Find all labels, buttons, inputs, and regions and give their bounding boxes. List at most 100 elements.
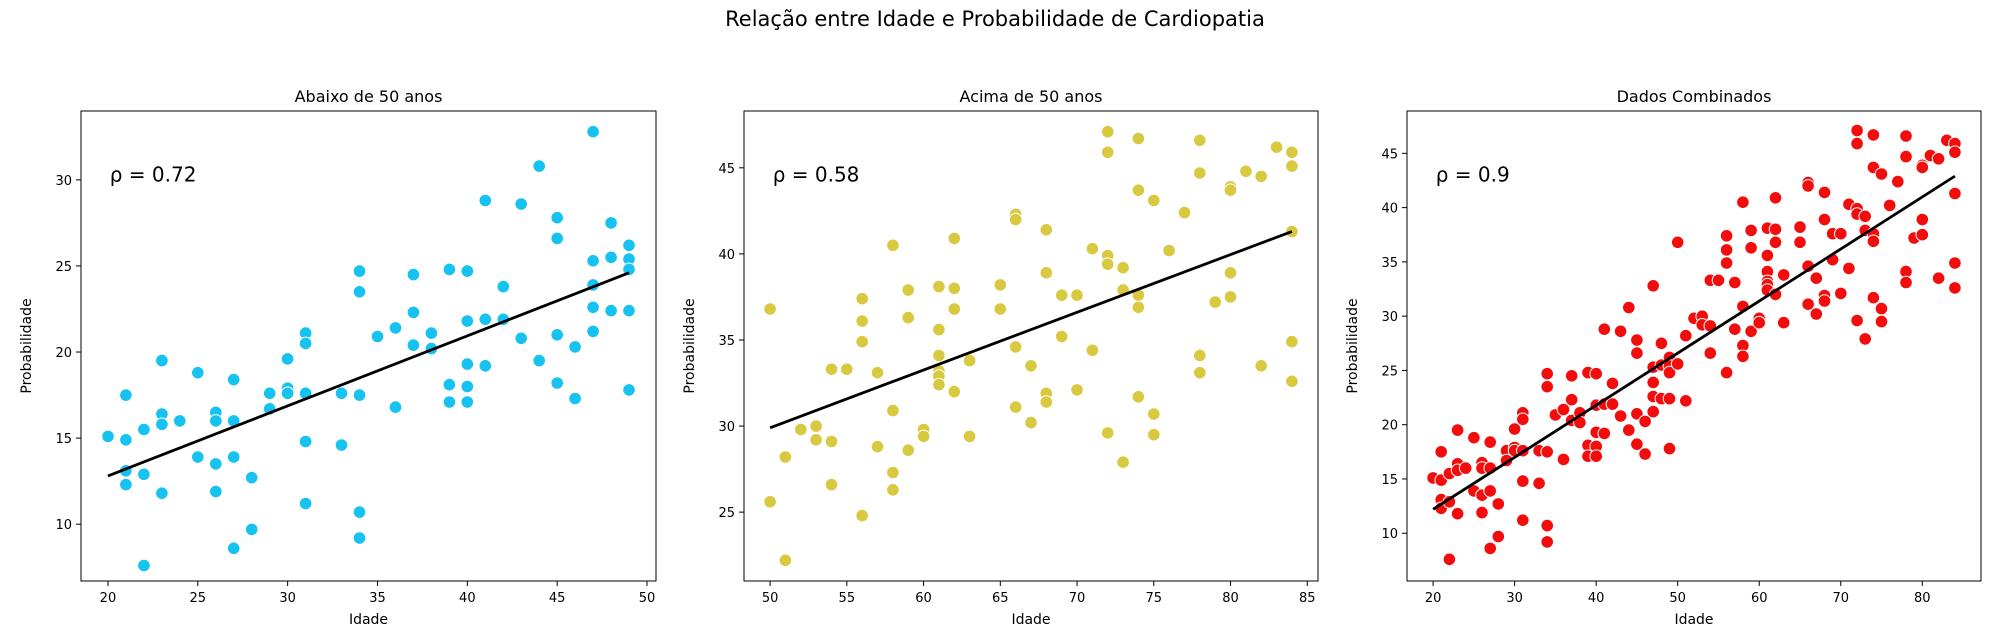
data-point (1450, 506, 1465, 521)
data-point (1630, 437, 1644, 452)
data-point (1131, 390, 1146, 404)
data-point (1736, 349, 1750, 364)
data-point (1483, 541, 1497, 556)
data-point (1768, 222, 1783, 237)
data-point (1467, 430, 1481, 445)
axes-frame (1406, 110, 1982, 582)
data-point (586, 324, 600, 339)
data-point (886, 465, 900, 480)
data-point (1483, 484, 1497, 498)
data-point (1719, 243, 1734, 257)
trend-line (769, 230, 1293, 430)
data-point (388, 400, 403, 414)
y-tick-label: 30 (55, 174, 72, 189)
data-point (947, 302, 962, 316)
data-point (209, 414, 223, 428)
data-point (352, 388, 367, 402)
data-point (870, 439, 885, 454)
x-tick-label: 55 (839, 591, 856, 606)
data-point (1630, 346, 1644, 360)
data-point (1744, 241, 1758, 255)
axes-frame (80, 110, 657, 582)
data-point (1931, 271, 1946, 286)
data-point (1039, 223, 1054, 237)
data-point (1948, 256, 1962, 270)
data-point (244, 522, 259, 537)
data-point (1899, 149, 1913, 164)
data-point (298, 336, 313, 351)
data-points (101, 124, 636, 573)
data-point (1858, 209, 1872, 224)
data-point (1491, 497, 1506, 511)
data-point (1711, 273, 1726, 288)
x-tick-label: 20 (100, 591, 117, 606)
data-point (1613, 409, 1628, 423)
correlation-annotation: ρ = 0.58 (773, 163, 860, 187)
data-point (824, 362, 839, 377)
data-point (1434, 445, 1448, 459)
data-point (586, 300, 600, 315)
data-point (1085, 241, 1100, 256)
data-point (1193, 133, 1207, 148)
data-point (550, 376, 565, 390)
data-point (1850, 123, 1864, 138)
data-point (209, 457, 223, 471)
data-point (1915, 160, 1930, 175)
data-point (1654, 336, 1669, 351)
data-point (778, 553, 793, 568)
data-point (993, 278, 1008, 292)
data-point (962, 353, 977, 368)
data-point (424, 326, 439, 340)
data-point (1054, 329, 1069, 344)
data-point (119, 433, 133, 447)
y-tick-label: 10 (1381, 527, 1398, 542)
data-point (370, 329, 385, 344)
data-point (442, 395, 457, 409)
data-point (1662, 365, 1677, 380)
data-point (1670, 357, 1685, 371)
data-point (622, 303, 636, 318)
data-point (1147, 427, 1161, 442)
trend-line (1432, 174, 1956, 511)
data-point (1646, 404, 1660, 419)
data-point (1285, 374, 1299, 389)
data-point (1809, 307, 1824, 321)
data-point (932, 348, 946, 363)
data-point (809, 433, 823, 447)
y-tick-label: 30 (718, 420, 735, 435)
data-point (1760, 248, 1775, 263)
data-point (1842, 261, 1856, 276)
data-point (1858, 332, 1872, 346)
y-tick-label: 20 (55, 346, 72, 361)
data-point (1556, 452, 1571, 467)
data-point (1039, 395, 1054, 409)
data-point (1540, 535, 1554, 549)
data-point (1834, 286, 1848, 301)
data-point (1768, 191, 1783, 205)
data-point (916, 429, 931, 444)
data-point (1483, 435, 1497, 449)
data-point (442, 262, 457, 277)
data-point (226, 450, 241, 464)
data-point (1948, 145, 1962, 159)
data-point (1239, 164, 1253, 179)
data-point (1223, 290, 1238, 304)
data-point (244, 470, 259, 485)
data-point (191, 365, 205, 380)
x-tick-label: 35 (369, 591, 386, 606)
data-point (1458, 461, 1473, 475)
x-tick-label: 80 (1914, 591, 1931, 606)
data-point (460, 264, 475, 278)
x-tick-label: 50 (1669, 591, 1686, 606)
data-point (1564, 392, 1579, 407)
data-point (1193, 348, 1207, 363)
data-point (1646, 375, 1660, 390)
data-point (886, 483, 900, 497)
data-point (460, 314, 475, 328)
data-point (1638, 414, 1652, 429)
axes-frame (743, 110, 1319, 582)
data-point (1768, 235, 1783, 250)
data-point (1540, 518, 1554, 533)
data-point (886, 403, 900, 418)
data-point (460, 379, 475, 394)
